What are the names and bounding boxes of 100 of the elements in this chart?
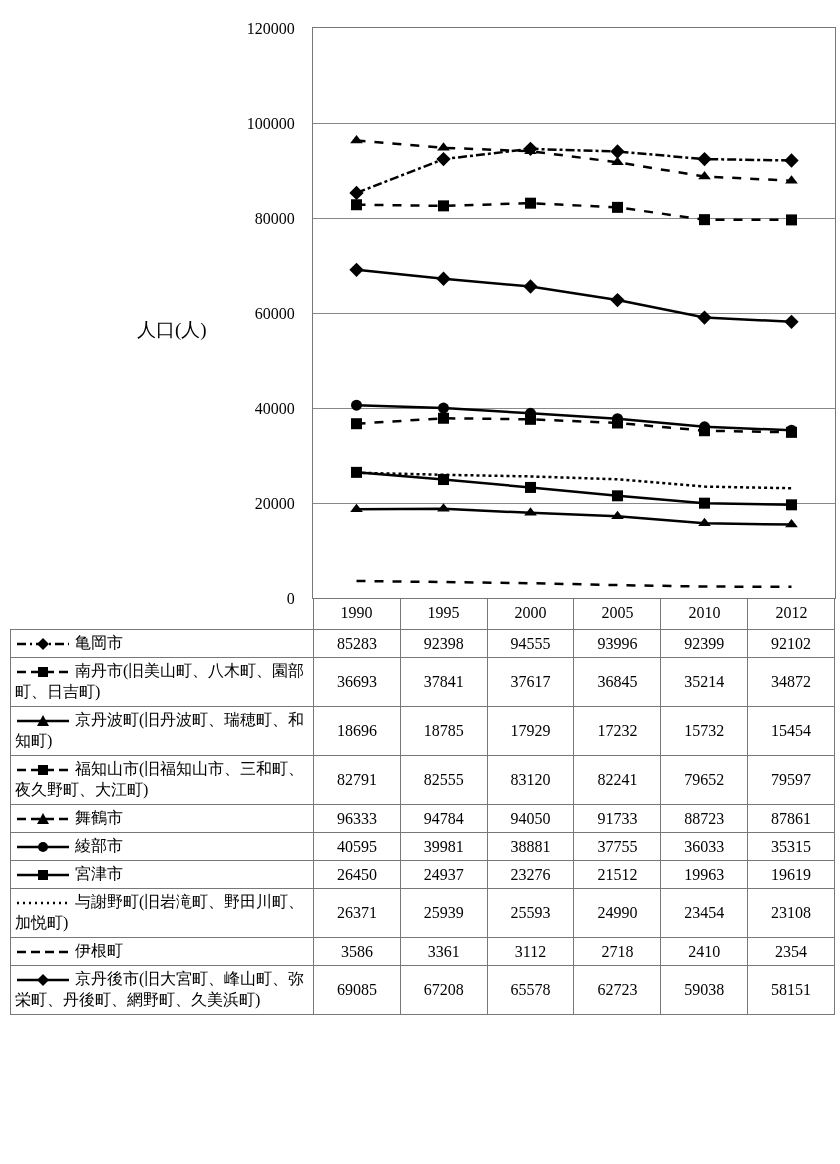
x-tick-label: 1995 <box>427 604 460 622</box>
point <box>786 214 797 226</box>
data-label: 35214 <box>660 657 748 707</box>
data-label: 38881 <box>487 832 574 861</box>
legend-label: 綾部市 <box>75 837 123 854</box>
point <box>436 271 451 286</box>
point <box>784 314 799 329</box>
legend-label: 舞鶴市 <box>75 809 123 826</box>
data-label: 26450 <box>313 860 401 889</box>
point <box>438 474 449 486</box>
data-label: 36693 <box>313 657 401 707</box>
data-label: 34872 <box>747 657 835 707</box>
point <box>525 197 536 209</box>
legend-label: 南丹市(旧美山町、八木町、園部町、日吉町) <box>15 662 305 700</box>
point <box>438 412 449 424</box>
data-label: 92102 <box>747 629 835 658</box>
point <box>699 214 710 226</box>
data-label: 15454 <box>747 706 835 756</box>
data-label: 79652 <box>660 755 748 805</box>
legend-label: 宮津市 <box>75 865 123 882</box>
point <box>349 185 364 201</box>
point <box>351 418 362 430</box>
point <box>612 201 623 213</box>
data-label: 2354 <box>747 937 835 966</box>
data-label: 24990 <box>573 888 661 938</box>
x-tick-label: 2010 <box>688 604 721 622</box>
legend-label: 与謝野町(旧岩滝町、野田川町、加悦町) <box>15 893 305 931</box>
y-tick-label: 0 <box>286 589 295 607</box>
data-label: 3112 <box>487 937 574 966</box>
data-label: 3586 <box>313 937 401 966</box>
data-label: 79597 <box>747 755 835 805</box>
data-label: 26371 <box>313 888 401 938</box>
data-label: 37755 <box>573 832 661 861</box>
point <box>786 499 797 511</box>
point <box>525 481 536 493</box>
point <box>350 134 363 144</box>
data-label: 85283 <box>313 629 401 658</box>
point <box>351 399 362 411</box>
data-label: 23108 <box>747 888 835 938</box>
data-label: 93996 <box>573 629 661 658</box>
data-label: 2718 <box>573 937 661 966</box>
data-label: 82555 <box>400 755 488 805</box>
y-tick-label: 20000 <box>254 494 295 512</box>
legend-label: 福知山市(旧福知山市、三和町、夜久野町、大江町) <box>15 760 305 798</box>
data-label: 36033 <box>660 832 748 861</box>
data-label: 17232 <box>573 706 661 756</box>
data-label: 25593 <box>487 888 574 938</box>
y-axis-title: 人口(人) <box>137 319 207 341</box>
point <box>698 517 711 527</box>
data-label: 59038 <box>660 965 748 1015</box>
y-tick-label: 120000 <box>246 19 295 37</box>
point <box>351 466 362 478</box>
legend-label: 伊根町 <box>75 942 123 959</box>
point <box>523 279 538 294</box>
data-label: 3361 <box>400 937 488 966</box>
point <box>612 490 623 502</box>
data-label: 94050 <box>487 804 574 833</box>
data-label: 21512 <box>573 860 661 889</box>
data-label: 82791 <box>313 755 401 805</box>
x-tick-label: 2005 <box>601 604 634 622</box>
point <box>697 151 712 167</box>
data-label: 92399 <box>660 629 748 658</box>
point <box>438 200 449 212</box>
data-label: 2410 <box>660 937 748 966</box>
text: 京丹波町(旧丹波町、瑞穂町、和知町) <box>15 711 305 749</box>
point <box>436 151 451 167</box>
point <box>699 497 710 509</box>
point <box>697 310 712 325</box>
data-label: 58151 <box>747 965 835 1015</box>
data-label: 91733 <box>573 804 661 833</box>
x-tick-label: 1990 <box>340 604 373 622</box>
data-label: 83120 <box>487 755 574 805</box>
point <box>349 262 364 277</box>
data-label: 92398 <box>400 629 488 658</box>
legend-label: 亀岡市 <box>75 634 123 651</box>
y-tick-label: 80000 <box>254 209 295 227</box>
y-tick-label: 60000 <box>254 304 295 322</box>
data-label: 15732 <box>660 706 748 756</box>
point <box>611 156 624 166</box>
data-label: 94784 <box>400 804 488 833</box>
data-label: 19619 <box>747 860 835 889</box>
data-label: 35315 <box>747 832 835 861</box>
legend-label: 京丹後市(旧大宮町、峰山町、弥栄町、丹後町、網野町、久美浜町) <box>15 970 305 1008</box>
data-label: 40595 <box>313 832 401 861</box>
data-label: 37841 <box>400 657 488 707</box>
data-label: 94555 <box>487 629 574 658</box>
data-label: 62723 <box>573 965 661 1015</box>
data-label: 17929 <box>487 706 574 756</box>
point <box>784 153 799 168</box>
data-label: 25939 <box>400 888 488 938</box>
data-label: 88723 <box>660 804 748 833</box>
x-tick-label: 2012 <box>775 604 808 622</box>
data-label: 69085 <box>313 965 401 1015</box>
data-label: 67208 <box>400 965 488 1015</box>
data-label: 37617 <box>487 657 574 707</box>
data-label: 18785 <box>400 706 488 756</box>
point <box>610 292 625 308</box>
point <box>438 402 449 414</box>
data-label: 23276 <box>487 860 574 889</box>
data-label: 39981 <box>400 832 488 861</box>
